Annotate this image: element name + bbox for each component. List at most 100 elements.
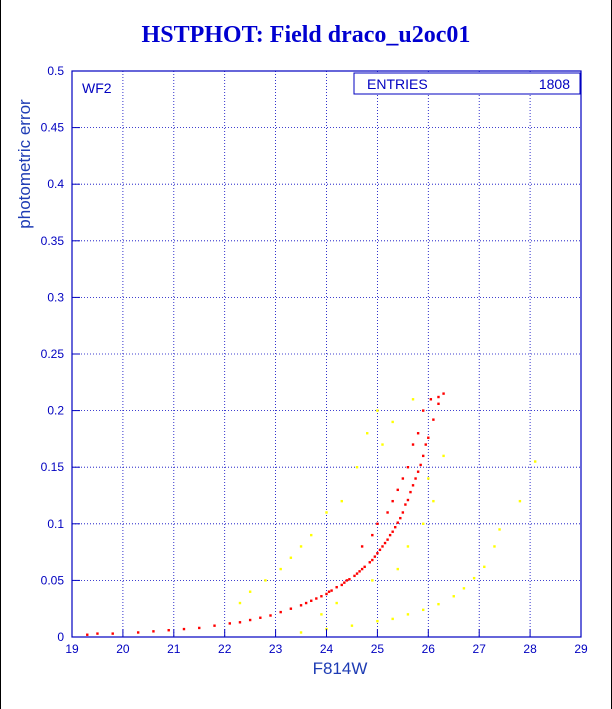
data-point bbox=[376, 409, 379, 412]
data-point bbox=[360, 545, 364, 548]
data-point bbox=[289, 607, 293, 610]
data-point bbox=[442, 454, 445, 458]
data-point bbox=[279, 610, 282, 614]
data-point bbox=[335, 585, 338, 589]
y-tick-label: 0.15 bbox=[41, 460, 65, 474]
data-point bbox=[371, 579, 374, 582]
data-point bbox=[386, 511, 389, 514]
x-tick-label: 24 bbox=[320, 642, 334, 656]
data-point bbox=[378, 548, 382, 552]
data-point bbox=[394, 525, 397, 529]
data-point bbox=[366, 432, 369, 435]
data-point bbox=[396, 521, 399, 524]
data-point bbox=[360, 567, 364, 571]
data-point bbox=[340, 499, 343, 503]
stats-entries-value: 1808 bbox=[539, 76, 570, 92]
data-point bbox=[399, 516, 402, 520]
data-point bbox=[462, 587, 466, 590]
data-point bbox=[401, 511, 405, 514]
data-point bbox=[404, 503, 407, 506]
x-tick-label: 20 bbox=[116, 642, 130, 656]
data-point bbox=[269, 614, 272, 617]
data-point bbox=[424, 443, 427, 446]
stats-box bbox=[353, 72, 581, 95]
data-point bbox=[289, 556, 293, 559]
data-point bbox=[213, 624, 216, 627]
data-point bbox=[391, 420, 394, 424]
y-tick-label: 0.45 bbox=[41, 121, 65, 135]
x-tick-label: 23 bbox=[269, 642, 283, 656]
x-axis-ticks: 19 20 21 22 23 24 25 26 27 28 29 bbox=[65, 629, 588, 656]
data-point bbox=[422, 454, 425, 458]
data-point bbox=[406, 498, 410, 502]
data-point bbox=[350, 624, 354, 627]
data-point bbox=[422, 608, 425, 612]
data-point bbox=[419, 463, 422, 467]
data-point bbox=[368, 561, 371, 564]
data-point bbox=[340, 583, 343, 587]
data-point bbox=[396, 567, 399, 571]
data-point bbox=[533, 460, 537, 463]
data-point bbox=[416, 432, 420, 435]
data-point bbox=[182, 627, 186, 631]
data-point bbox=[518, 499, 522, 503]
data-point bbox=[304, 601, 308, 605]
y-axis-label: photometric error bbox=[15, 99, 34, 229]
data-point bbox=[343, 581, 346, 584]
data-point bbox=[391, 530, 394, 533]
y-tick-label: 0.3 bbox=[47, 290, 64, 304]
data-point bbox=[238, 601, 242, 605]
data-point bbox=[325, 511, 328, 514]
data-point bbox=[136, 631, 140, 634]
data-point bbox=[422, 522, 425, 525]
data-point bbox=[111, 632, 114, 635]
x-tick-label: 19 bbox=[65, 642, 79, 656]
y-tick-label: 0.4 bbox=[47, 177, 64, 191]
data-point bbox=[96, 632, 99, 635]
data-point bbox=[371, 533, 374, 537]
data-point bbox=[472, 576, 476, 580]
data-point bbox=[259, 616, 262, 619]
data-point bbox=[355, 466, 359, 469]
data-point bbox=[152, 630, 155, 633]
data-point bbox=[411, 398, 415, 401]
data-point bbox=[299, 545, 303, 548]
x-tick-label: 29 bbox=[574, 642, 588, 656]
y-tick-label: 0.1 bbox=[47, 517, 64, 531]
data-point bbox=[376, 619, 379, 623]
data-point bbox=[86, 633, 89, 636]
data-point bbox=[406, 545, 410, 548]
data-point bbox=[391, 617, 394, 621]
data-point bbox=[320, 613, 323, 616]
data-point bbox=[483, 565, 486, 569]
data-point bbox=[493, 545, 496, 548]
data-point bbox=[363, 565, 366, 569]
data-point bbox=[376, 552, 379, 555]
x-tick-label: 25 bbox=[371, 642, 385, 656]
data-point bbox=[248, 618, 252, 622]
data-point bbox=[414, 477, 417, 480]
data-point bbox=[320, 595, 323, 598]
y-tick-label: 0.05 bbox=[41, 573, 65, 587]
y-tick-label: 0.35 bbox=[41, 234, 65, 248]
data-point bbox=[437, 402, 440, 406]
data-point bbox=[391, 499, 394, 503]
data-point bbox=[437, 602, 440, 606]
data-point bbox=[335, 601, 338, 605]
x-tick-label: 27 bbox=[473, 642, 487, 656]
x-tick-label: 21 bbox=[167, 642, 181, 656]
data-point bbox=[355, 572, 359, 575]
data-point bbox=[358, 570, 361, 573]
data-point bbox=[498, 528, 501, 531]
data-point bbox=[437, 395, 440, 399]
data-point bbox=[327, 590, 331, 593]
data-point bbox=[381, 545, 384, 548]
x-tick-label: 22 bbox=[218, 642, 232, 656]
data-point bbox=[427, 436, 430, 439]
data-point bbox=[429, 398, 433, 401]
data-point bbox=[396, 488, 399, 492]
data-point bbox=[422, 409, 425, 412]
data-point bbox=[452, 595, 455, 598]
data-point bbox=[345, 579, 349, 582]
